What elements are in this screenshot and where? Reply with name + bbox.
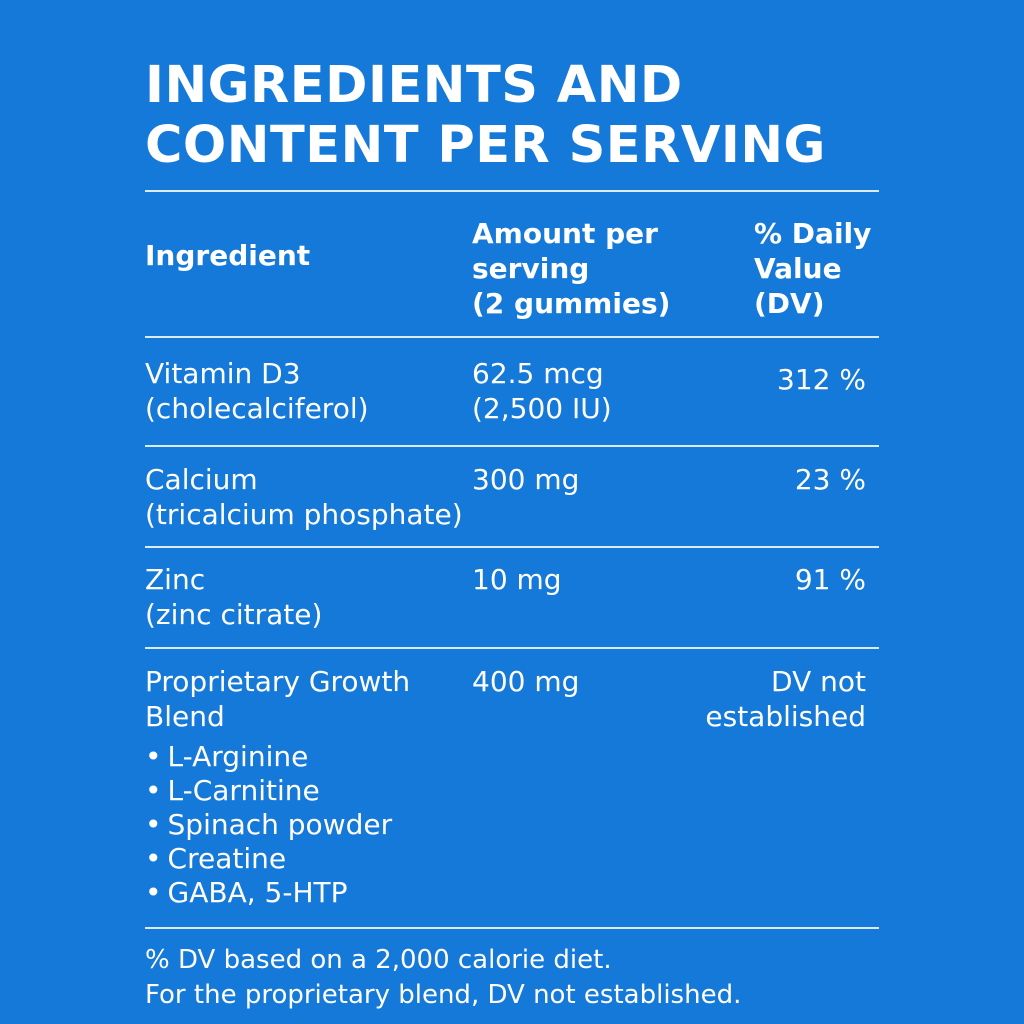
ingredient-name: Calcium: [145, 463, 258, 496]
divider-row-1: [145, 445, 879, 447]
divider-top: [145, 190, 879, 192]
dv-value-cont: established: [705, 700, 866, 733]
table-row-zinc-name: Zinc (zinc citrate): [145, 562, 322, 632]
table-row-blend-name: Proprietary Growth Blend: [145, 664, 410, 734]
dv-value: DV not: [771, 665, 866, 698]
amount-value: 400 mg: [472, 665, 580, 698]
ingredient-name: Proprietary Growth: [145, 665, 411, 698]
ingredient-name-cont: Blend: [145, 700, 225, 733]
header-dv-line: (DV): [754, 287, 825, 320]
table-row-blend-dv: DV not established: [705, 664, 866, 734]
table-row-calcium-dv: 23 %: [795, 462, 866, 497]
footnote-line-2: For the proprietary blend, DV not establ…: [145, 980, 742, 1010]
header-amount-line: serving: [472, 252, 590, 285]
amount-value: 10 mg: [472, 563, 562, 596]
divider-row-2: [145, 546, 879, 548]
divider-header: [145, 336, 879, 338]
title-line-2: CONTENT PER SERVING: [145, 116, 826, 175]
ingredient-name: Vitamin D3: [145, 357, 301, 390]
table-row-calcium-amount: 300 mg: [472, 462, 579, 497]
list-item: Creatine: [145, 842, 392, 876]
ingredient-source: (tricalcium phosphate): [145, 498, 463, 531]
list-item: GABA, 5-HTP: [145, 876, 392, 910]
dv-value: 312 %: [777, 363, 866, 396]
amount-value: 62.5 mcg: [472, 357, 604, 390]
dv-value: 91 %: [794, 563, 866, 596]
amount-alt-unit: (2,500 IU): [472, 392, 612, 425]
ingredient-source: (zinc citrate): [145, 598, 323, 631]
list-item: Spinach powder: [145, 808, 393, 842]
table-row-calcium-name: Calcium (tricalcium phosphate): [145, 462, 463, 532]
header-dv-line: % Daily: [754, 217, 872, 250]
table-row-blend-amount: 400 mg: [472, 664, 579, 699]
footnote: % DV based on a 2,000 calorie diet. For …: [145, 943, 741, 1013]
title-line-1: INGREDIENTS AND: [145, 56, 683, 115]
ingredient-name: Zinc: [145, 563, 206, 596]
header-amount: Amount per serving (2 gummies): [472, 216, 670, 321]
header-ingredient: Ingredient: [145, 239, 311, 272]
divider-row-3: [145, 647, 879, 649]
footnote-line-1: % DV based on a 2,000 calorie diet.: [145, 945, 612, 975]
table-row-vitamin-d3-amount: 62.5 mcg (2,500 IU): [472, 356, 612, 426]
ingredient-source: (cholecalciferol): [145, 392, 369, 425]
table-row-vitamin-d3-name: Vitamin D3 (cholecalciferol): [145, 356, 369, 426]
header-daily-value: % Daily Value (DV): [754, 216, 871, 321]
page-title: INGREDIENTS AND CONTENT PER SERVING: [145, 56, 879, 176]
nutrition-panel: INGREDIENTS AND CONTENT PER SERVING Ingr…: [145, 0, 879, 1024]
header-amount-line: (2 gummies): [472, 287, 671, 320]
header-amount-line: Amount per: [472, 217, 658, 250]
table-row-zinc-dv: 91 %: [795, 562, 866, 597]
header-dv-line: Value: [754, 252, 842, 285]
table-row-vitamin-d3-dv: 312 %: [777, 362, 866, 397]
list-item: L-Arginine: [145, 740, 392, 774]
amount-value: 300 mg: [472, 463, 580, 496]
divider-bottom: [145, 927, 879, 929]
dv-value: 23 %: [794, 463, 866, 496]
table-row-zinc-amount: 10 mg: [472, 562, 562, 597]
blend-component-list: L-Arginine L-Carnitine Spinach powder Cr…: [145, 740, 393, 910]
list-item: L-Carnitine: [145, 774, 392, 808]
